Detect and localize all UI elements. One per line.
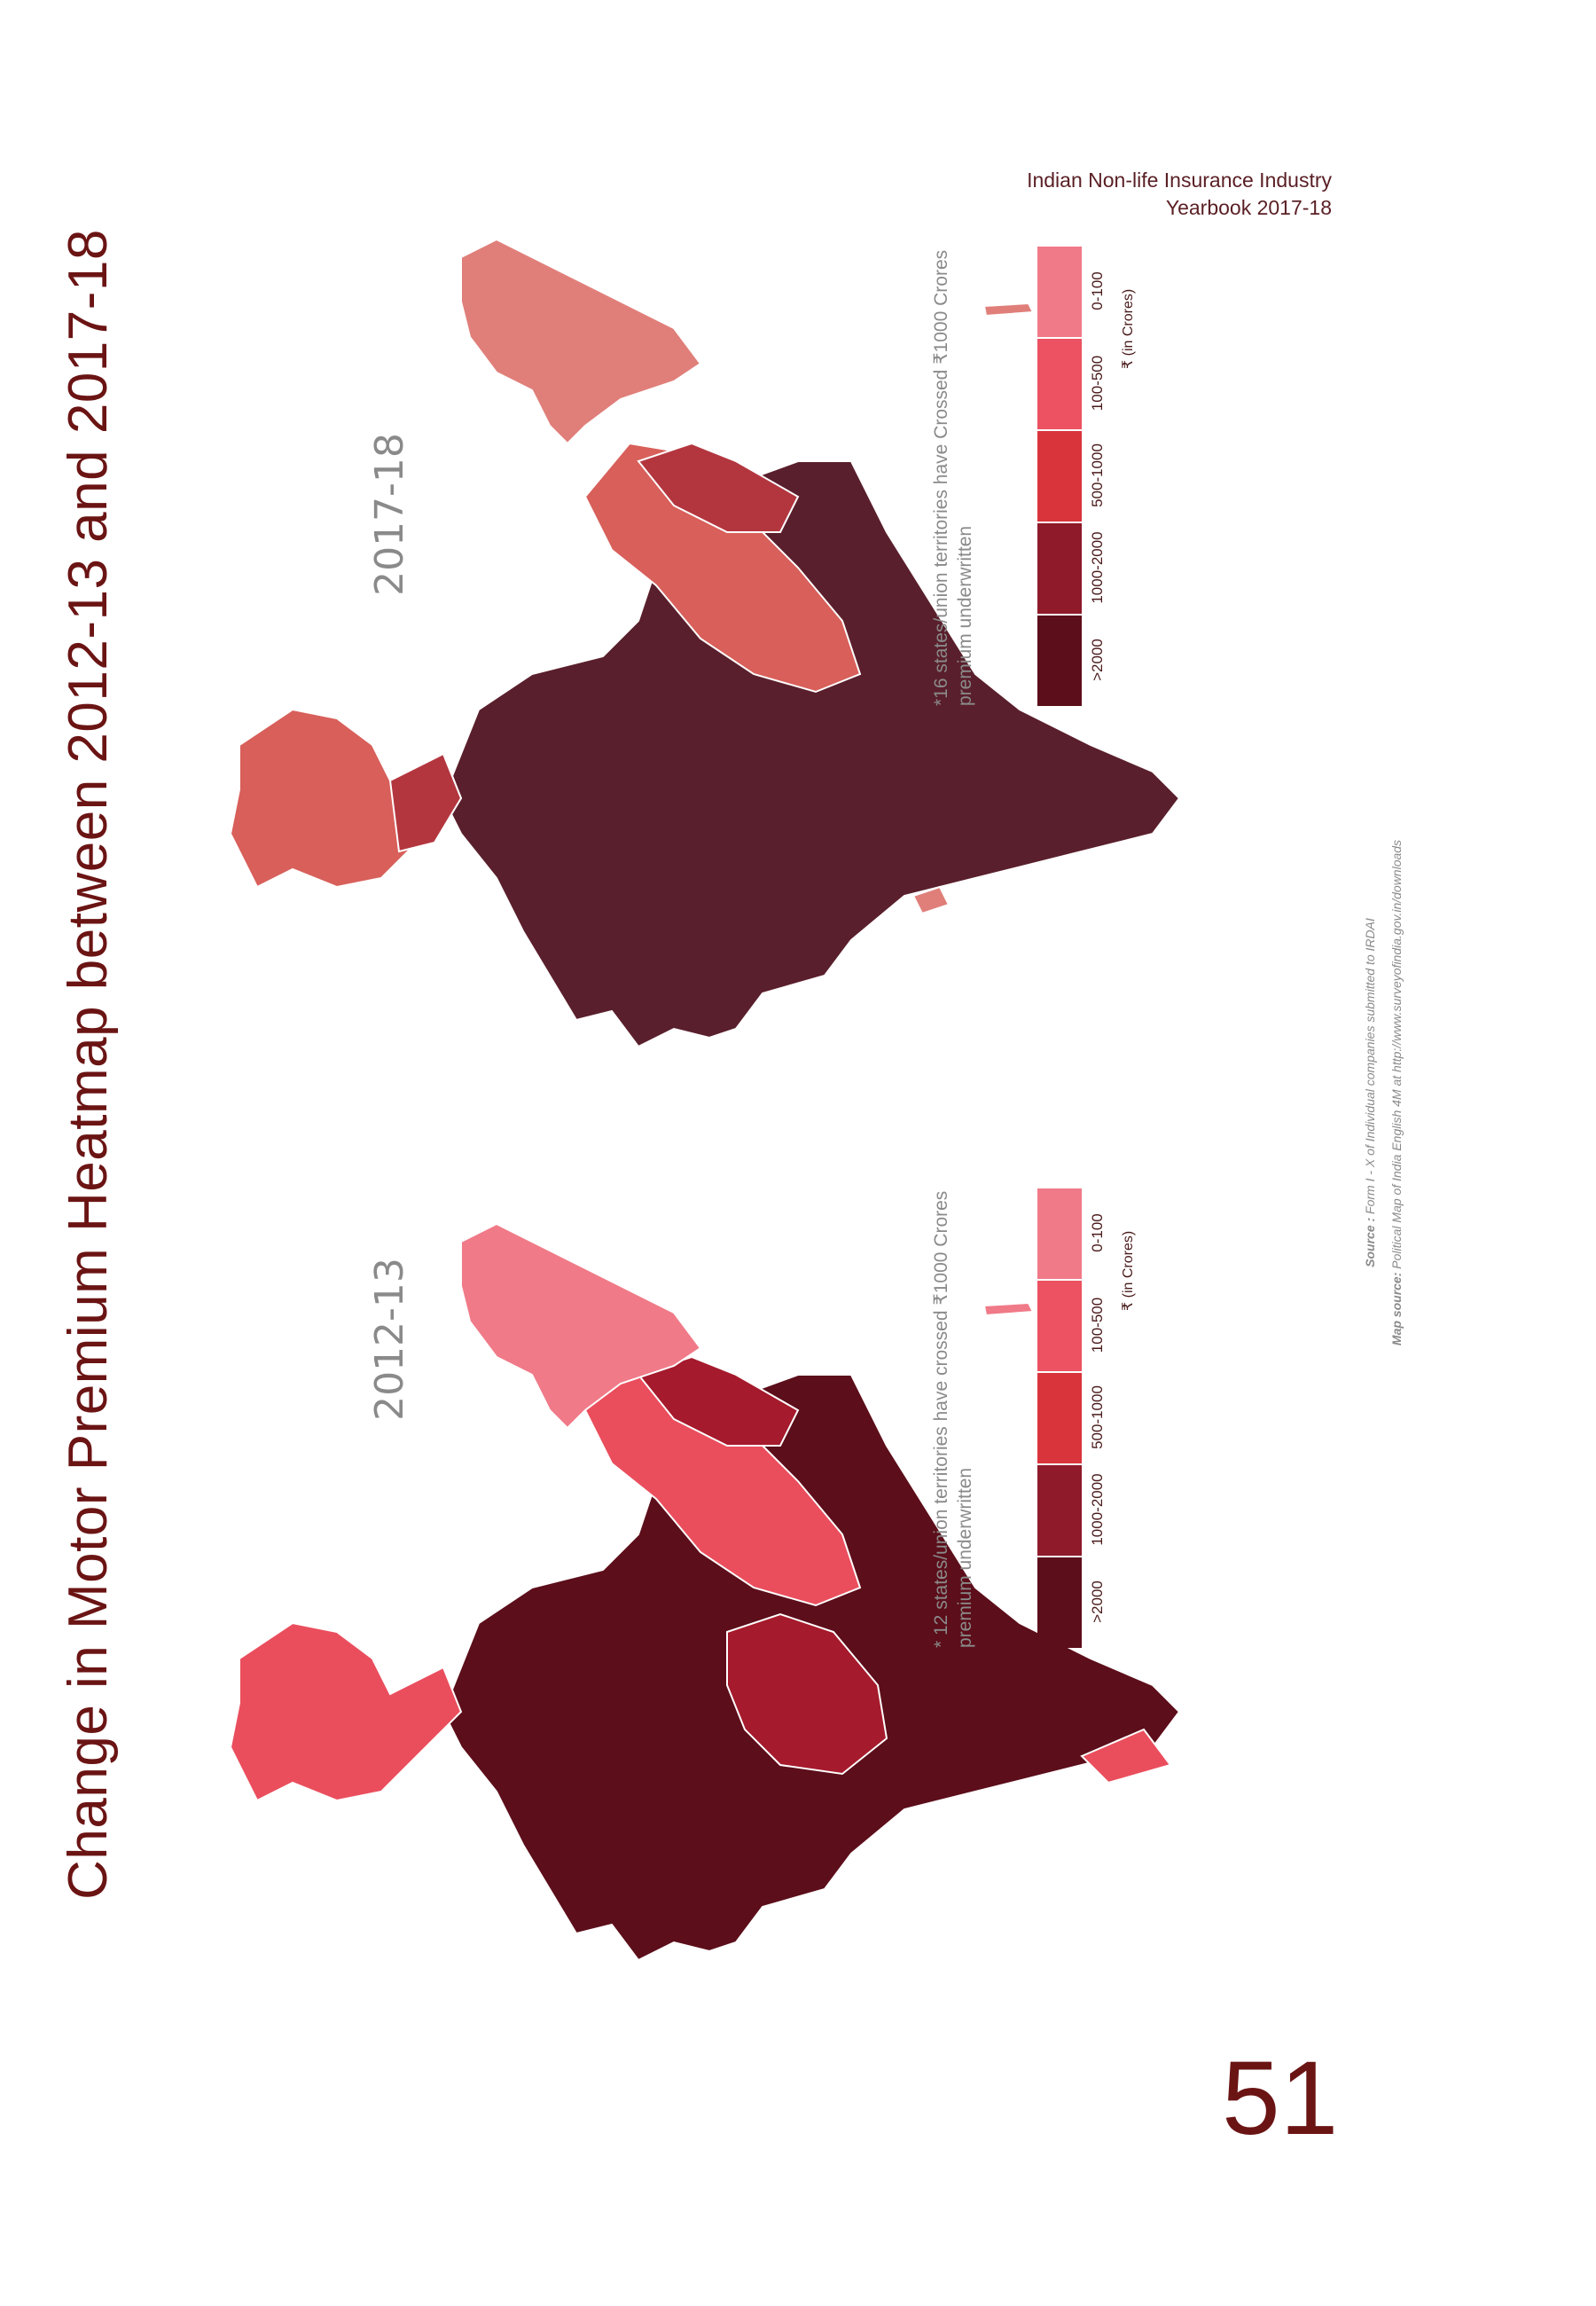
legend-swatch xyxy=(1037,337,1082,429)
map-source-note: Map source: Political Map of India Engli… xyxy=(1386,782,1407,1403)
legend-label: 1000-2000 xyxy=(1089,1473,1106,1546)
page-title: Change in Motor Premium Heatmap between … xyxy=(58,229,119,1900)
book-header: Indian Non-life Insurance Industry Yearb… xyxy=(1027,167,1332,222)
legend-label: 0-100 xyxy=(1089,1213,1106,1252)
region-kashmir-1213 xyxy=(460,1222,702,1430)
legend-swatch xyxy=(1037,522,1082,614)
legend-swatch xyxy=(1037,245,1082,337)
legend-swatch xyxy=(1037,429,1082,522)
legend-swatch xyxy=(1037,614,1082,706)
legend-label: 0-100 xyxy=(1089,271,1106,310)
map-2017-18 xyxy=(229,238,1181,1048)
legend-label: 1000-2000 xyxy=(1089,531,1106,604)
legend-label: >2000 xyxy=(1089,639,1106,681)
legend-swatch xyxy=(1037,1556,1082,1648)
region-gujarat-edge-1718 xyxy=(388,752,463,853)
region-island-1718 xyxy=(982,302,1035,318)
legend-note-2012-13: * 12 states/union territories have cross… xyxy=(931,1190,975,1648)
legend-labels: >2000 1000-2000 500-1000 100-500 0-100 xyxy=(1089,245,1107,706)
page-number: 51 xyxy=(1222,2040,1339,2157)
region-central-1213 xyxy=(726,1612,888,1776)
region-west-1213 xyxy=(229,1621,463,1802)
legend-swatch xyxy=(1037,1371,1082,1463)
book-header-line2: Yearbook 2017-18 xyxy=(1165,196,1332,219)
legend-label: 500-1000 xyxy=(1089,1385,1106,1449)
map-source-text: Political Map of India English 4M at htt… xyxy=(1389,839,1404,1269)
year-label-2012-13: 2012-13 xyxy=(367,1258,412,1421)
map-source-label: Map source: xyxy=(1389,1272,1404,1346)
region-northeast-1718 xyxy=(637,442,800,533)
region-island-1213 xyxy=(982,1301,1035,1317)
source-label: Source : xyxy=(1363,1217,1377,1267)
legend-swatch xyxy=(1037,1187,1082,1279)
source-text: Form I - X of Individual companies submi… xyxy=(1363,918,1377,1214)
legend-2012-13: * 12 states/union territories have cross… xyxy=(931,1187,1374,1648)
legend-bar xyxy=(1037,1187,1082,1648)
legend-note-2017-18: *16 states/union territories have Crosse… xyxy=(931,249,975,706)
map-2012-13 xyxy=(229,1222,1181,1962)
legend-label: >2000 xyxy=(1089,1580,1106,1623)
legend-swatch xyxy=(1037,1463,1082,1556)
legend-label: 500-1000 xyxy=(1089,443,1106,507)
legend-swatch xyxy=(1037,1279,1082,1371)
legend-label: 100-500 xyxy=(1089,355,1106,412)
region-south-tip-1213 xyxy=(1080,1728,1172,1784)
legend-unit: ₹ (in Crores) xyxy=(1121,288,1136,369)
legend-labels: >2000 1000-2000 500-1000 100-500 0-100 xyxy=(1089,1187,1107,1648)
legend-bar xyxy=(1037,245,1082,706)
region-northeast-1213 xyxy=(637,1355,800,1447)
region-main-1718 xyxy=(442,460,1181,1048)
region-kashmir-1718 xyxy=(460,238,702,445)
book-header-line1: Indian Non-life Insurance Industry xyxy=(1027,169,1332,192)
legend-2017-18: *16 states/union territories have Crosse… xyxy=(931,245,1374,706)
legend-label: 100-500 xyxy=(1089,1297,1106,1353)
region-south-tip-1718 xyxy=(911,885,951,915)
source-note: Source : Form I - X of Individual compan… xyxy=(1359,782,1381,1403)
legend-unit: ₹ (in Crores) xyxy=(1121,1230,1136,1311)
year-label-2017-18: 2017-18 xyxy=(367,433,412,596)
